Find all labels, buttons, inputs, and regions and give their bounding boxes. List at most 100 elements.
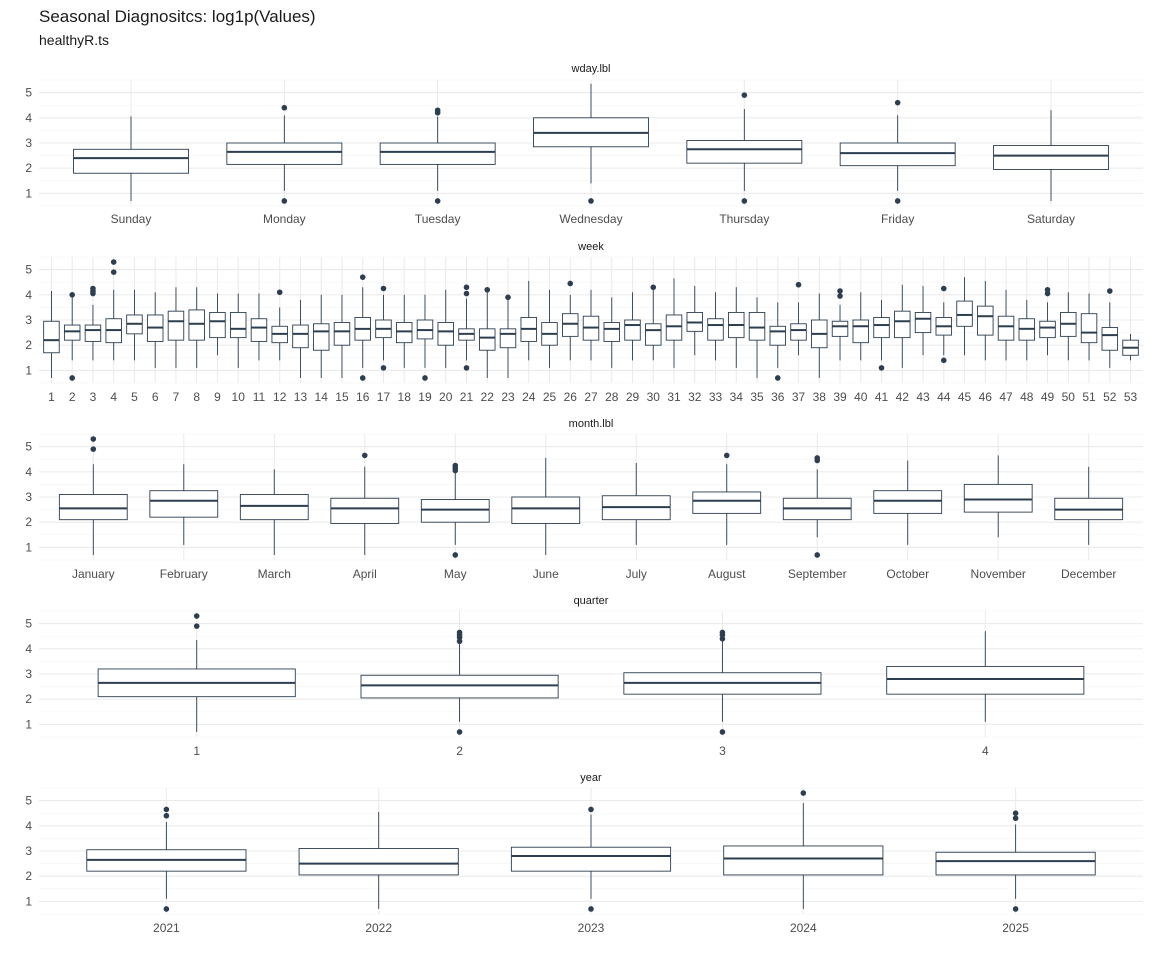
x-tick-label: 51	[1082, 390, 1096, 404]
x-tick-label: 35	[750, 390, 764, 404]
outlier-point	[456, 638, 463, 645]
x-tick-label: Thursday	[719, 212, 769, 226]
x-tick-label: 27	[584, 390, 598, 404]
outlier-point	[719, 635, 726, 642]
x-tick-label: 1	[193, 744, 200, 758]
x-tick-label: 49	[1041, 390, 1055, 404]
boxplot-14	[312, 294, 330, 378]
outlier-point	[359, 274, 366, 280]
box-iqr	[149, 490, 219, 518]
boxplot-15	[333, 294, 351, 378]
x-tick-label: 39	[833, 390, 847, 404]
x-tick-label: 14	[315, 390, 329, 404]
outlier-point	[588, 906, 594, 912]
box-iqr	[312, 323, 330, 351]
boxplot-48	[1018, 299, 1036, 361]
outlier-point	[163, 806, 170, 813]
box-iqr	[379, 142, 496, 165]
facet-strip-label: wday.lbl	[571, 63, 611, 75]
x-tick-label: 29	[626, 390, 640, 404]
outlier-point	[281, 198, 288, 204]
outlier-point	[940, 285, 947, 292]
outlier-point	[588, 806, 594, 813]
box-iqr	[63, 324, 81, 341]
x-tick-label: 2024	[790, 921, 817, 935]
x-tick-label: 9	[214, 390, 221, 404]
x-tick-label: October	[886, 567, 929, 581]
box-iqr	[997, 315, 1015, 341]
boxplot-20	[437, 289, 454, 368]
box-iqr	[84, 324, 102, 342]
y-tick-label: 4	[25, 642, 32, 656]
boxplot-2023	[510, 806, 672, 912]
x-tick-label: 8	[193, 390, 200, 404]
y-tick-label: 5	[25, 617, 32, 631]
y-tick-label: 5	[25, 86, 32, 100]
outlier-point	[837, 293, 843, 299]
outlier-point	[795, 281, 802, 288]
boxplot-38	[811, 293, 828, 378]
x-tick-label: Saturday	[1027, 212, 1075, 226]
outlier-point	[719, 729, 726, 735]
box-iqr	[360, 674, 559, 699]
y-tick-label: 3	[25, 667, 32, 681]
outlier-point	[193, 623, 200, 629]
outlier-point	[1012, 906, 1019, 912]
x-tick-label: 4	[110, 390, 117, 404]
boxplot-47	[997, 289, 1015, 361]
x-tick-label: 23	[501, 390, 515, 404]
box-iqr	[73, 148, 189, 174]
outlier-point	[800, 790, 807, 796]
boxplot-31	[665, 278, 683, 368]
y-tick-label: 3	[25, 490, 32, 504]
outlier-point	[163, 906, 170, 912]
x-tick-label: November	[971, 567, 1026, 581]
boxplot-10	[229, 293, 247, 368]
outlier-point	[774, 375, 781, 381]
box-iqr	[790, 323, 807, 341]
boxplot-1	[43, 291, 60, 378]
x-tick-label: Sunday	[111, 212, 152, 226]
boxplot-17	[375, 285, 392, 371]
y-tick-label: 4	[25, 111, 32, 125]
boxplot-Tuesday	[379, 107, 496, 204]
boxplot-2024	[723, 790, 884, 909]
y-tick-label: 2	[25, 338, 32, 352]
x-tick-label: 30	[647, 390, 661, 404]
boxplot-42	[894, 284, 911, 368]
boxplot-25	[541, 289, 558, 368]
y-tick-label: 1	[25, 363, 32, 377]
boxplot-29	[624, 292, 641, 361]
boxplot-April	[330, 452, 400, 555]
facet-4: year 1 2 3 4 5 2021 2022 2023 2024 2025	[25, 772, 1143, 935]
x-tick-label: 19	[418, 390, 432, 404]
box-iqr	[239, 494, 309, 521]
boxplot-21	[458, 284, 475, 371]
outlier-point	[380, 365, 387, 371]
y-tick-label: 3	[25, 313, 32, 327]
boxplot-October	[873, 460, 943, 545]
y-tick-label: 3	[25, 844, 32, 858]
x-tick-label: 13	[294, 390, 308, 404]
box-iqr	[330, 497, 400, 524]
y-tick-label: 4	[25, 819, 32, 833]
x-tick-label: 2022	[365, 921, 392, 935]
x-tick-label: 2023	[578, 921, 605, 935]
y-tick-label: 1	[25, 894, 32, 908]
boxplot-9	[209, 293, 226, 356]
x-tick-label: 17	[377, 390, 391, 404]
boxplot-41	[873, 299, 890, 371]
x-tick-label: July	[626, 567, 647, 581]
boxplot-4	[105, 259, 122, 361]
facet-strip-label: year	[580, 772, 602, 784]
box-iqr	[645, 323, 662, 346]
chart-title: Seasonal Diagnositcs: log1p(Values)	[39, 7, 316, 26]
boxplot-Friday	[839, 99, 956, 204]
outlier-point	[723, 452, 730, 459]
boxplot-33	[707, 292, 724, 361]
outlier-point	[90, 436, 97, 442]
boxplot-January	[58, 436, 128, 555]
outlier-point	[463, 365, 470, 371]
x-tick-label: Tuesday	[415, 212, 461, 226]
outlier-point	[110, 259, 117, 265]
